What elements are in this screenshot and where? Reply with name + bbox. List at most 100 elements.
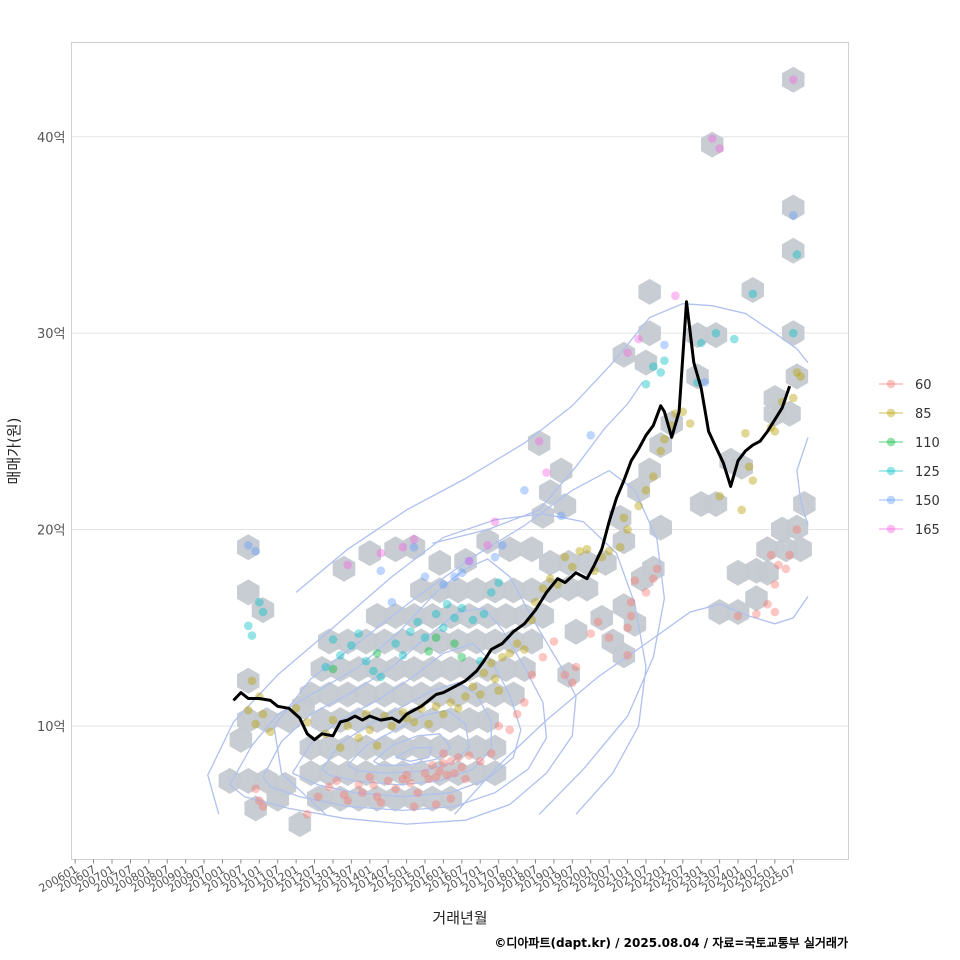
- point-85: [251, 719, 260, 729]
- point-85: [343, 721, 353, 731]
- point-60: [431, 800, 441, 809]
- hexbin-cell: [237, 579, 260, 606]
- hexbin-cell: [354, 681, 378, 708]
- point-60: [402, 770, 411, 780]
- point-60: [313, 792, 323, 801]
- hexbin-cell: [237, 707, 260, 734]
- hexbin-cell: [638, 320, 661, 347]
- hexbin-cell: [476, 707, 499, 734]
- hexbin-cell: [391, 760, 415, 787]
- point-150: [409, 542, 419, 552]
- hexbin-cell: [457, 656, 481, 682]
- hexbin-cell: [638, 278, 661, 305]
- point-85: [266, 727, 275, 737]
- point-125: [748, 289, 758, 299]
- point-125: [420, 633, 430, 642]
- point-85: [476, 690, 485, 699]
- hexbin-cell: [785, 363, 809, 390]
- point-85: [685, 419, 695, 428]
- point-85: [619, 513, 629, 523]
- legend-label-85: 85: [915, 407, 932, 422]
- point-60: [446, 757, 456, 766]
- point-60: [792, 525, 802, 534]
- point-85: [424, 719, 434, 729]
- point-125: [254, 597, 264, 607]
- hexbin-cell: [229, 726, 253, 753]
- density-contour: [373, 733, 452, 766]
- point-85: [468, 682, 478, 691]
- hexbin-cell: [789, 536, 812, 563]
- point-125: [792, 250, 802, 259]
- point-125: [258, 607, 268, 617]
- hexbin-cell: [763, 385, 787, 411]
- point-60: [332, 776, 341, 786]
- point-60: [763, 599, 772, 609]
- point-60: [652, 564, 662, 574]
- point-150: [464, 556, 474, 566]
- point-85: [568, 562, 577, 572]
- point-60: [383, 776, 393, 786]
- point-60: [409, 802, 419, 811]
- point-60: [476, 757, 485, 766]
- point-85: [656, 446, 665, 456]
- point-60: [431, 772, 441, 782]
- point-60: [623, 623, 632, 633]
- density-contour: [395, 746, 434, 762]
- point-150: [498, 541, 507, 550]
- hexbin-cell: [590, 604, 613, 631]
- hexbin-cell: [782, 194, 805, 221]
- point-60: [420, 768, 430, 778]
- hexbin-cell: [704, 322, 728, 349]
- point-110: [450, 639, 459, 648]
- point-125: [354, 629, 364, 638]
- point-125: [376, 672, 386, 682]
- point-125: [369, 666, 378, 676]
- point-85: [623, 525, 632, 534]
- point-85: [354, 733, 364, 742]
- point-85: [439, 709, 448, 719]
- point-60: [376, 798, 386, 807]
- hexbin-cell: [483, 681, 507, 708]
- point-125: [391, 639, 400, 648]
- hexbin-cell: [612, 528, 636, 555]
- point-60: [457, 762, 467, 772]
- point-85: [615, 542, 625, 552]
- point-60: [453, 753, 463, 762]
- point-60: [626, 611, 636, 621]
- point-60: [604, 633, 614, 642]
- point-125: [328, 635, 338, 644]
- hexbin-cell: [612, 593, 636, 620]
- hexbin-cell: [638, 457, 661, 484]
- hexbin-cell: [502, 681, 525, 708]
- hexbin-cell: [785, 514, 809, 541]
- point-165: [634, 334, 643, 344]
- point-125: [457, 603, 467, 613]
- hexbin-cell: [465, 734, 488, 761]
- hexbin-cell: [402, 534, 426, 561]
- hexbin-cell: [358, 540, 381, 567]
- hexbin-cell: [793, 491, 816, 517]
- point-125: [641, 379, 651, 389]
- point-165: [398, 542, 408, 552]
- point-165: [376, 548, 386, 558]
- hexbin-cell: [384, 536, 407, 563]
- hexbin-cell: [446, 760, 470, 787]
- point-150: [251, 546, 260, 556]
- point-60: [428, 760, 437, 770]
- point-150: [244, 541, 253, 550]
- point-150: [490, 552, 500, 562]
- point-85: [737, 505, 746, 515]
- y-axis: 10억 20억 30억 40억: [37, 131, 66, 735]
- point-85: [258, 709, 268, 719]
- point-85: [328, 715, 338, 725]
- hexbin-cell: [465, 628, 488, 655]
- hexbin-cell: [446, 577, 470, 604]
- point-165: [490, 517, 500, 526]
- point-85: [372, 741, 382, 750]
- point-60: [442, 770, 452, 780]
- hexbin-cell: [457, 707, 481, 734]
- point-125: [398, 651, 408, 660]
- hexbin-cell: [498, 536, 521, 563]
- hexbin-cell: [237, 767, 260, 794]
- point-85: [291, 704, 301, 713]
